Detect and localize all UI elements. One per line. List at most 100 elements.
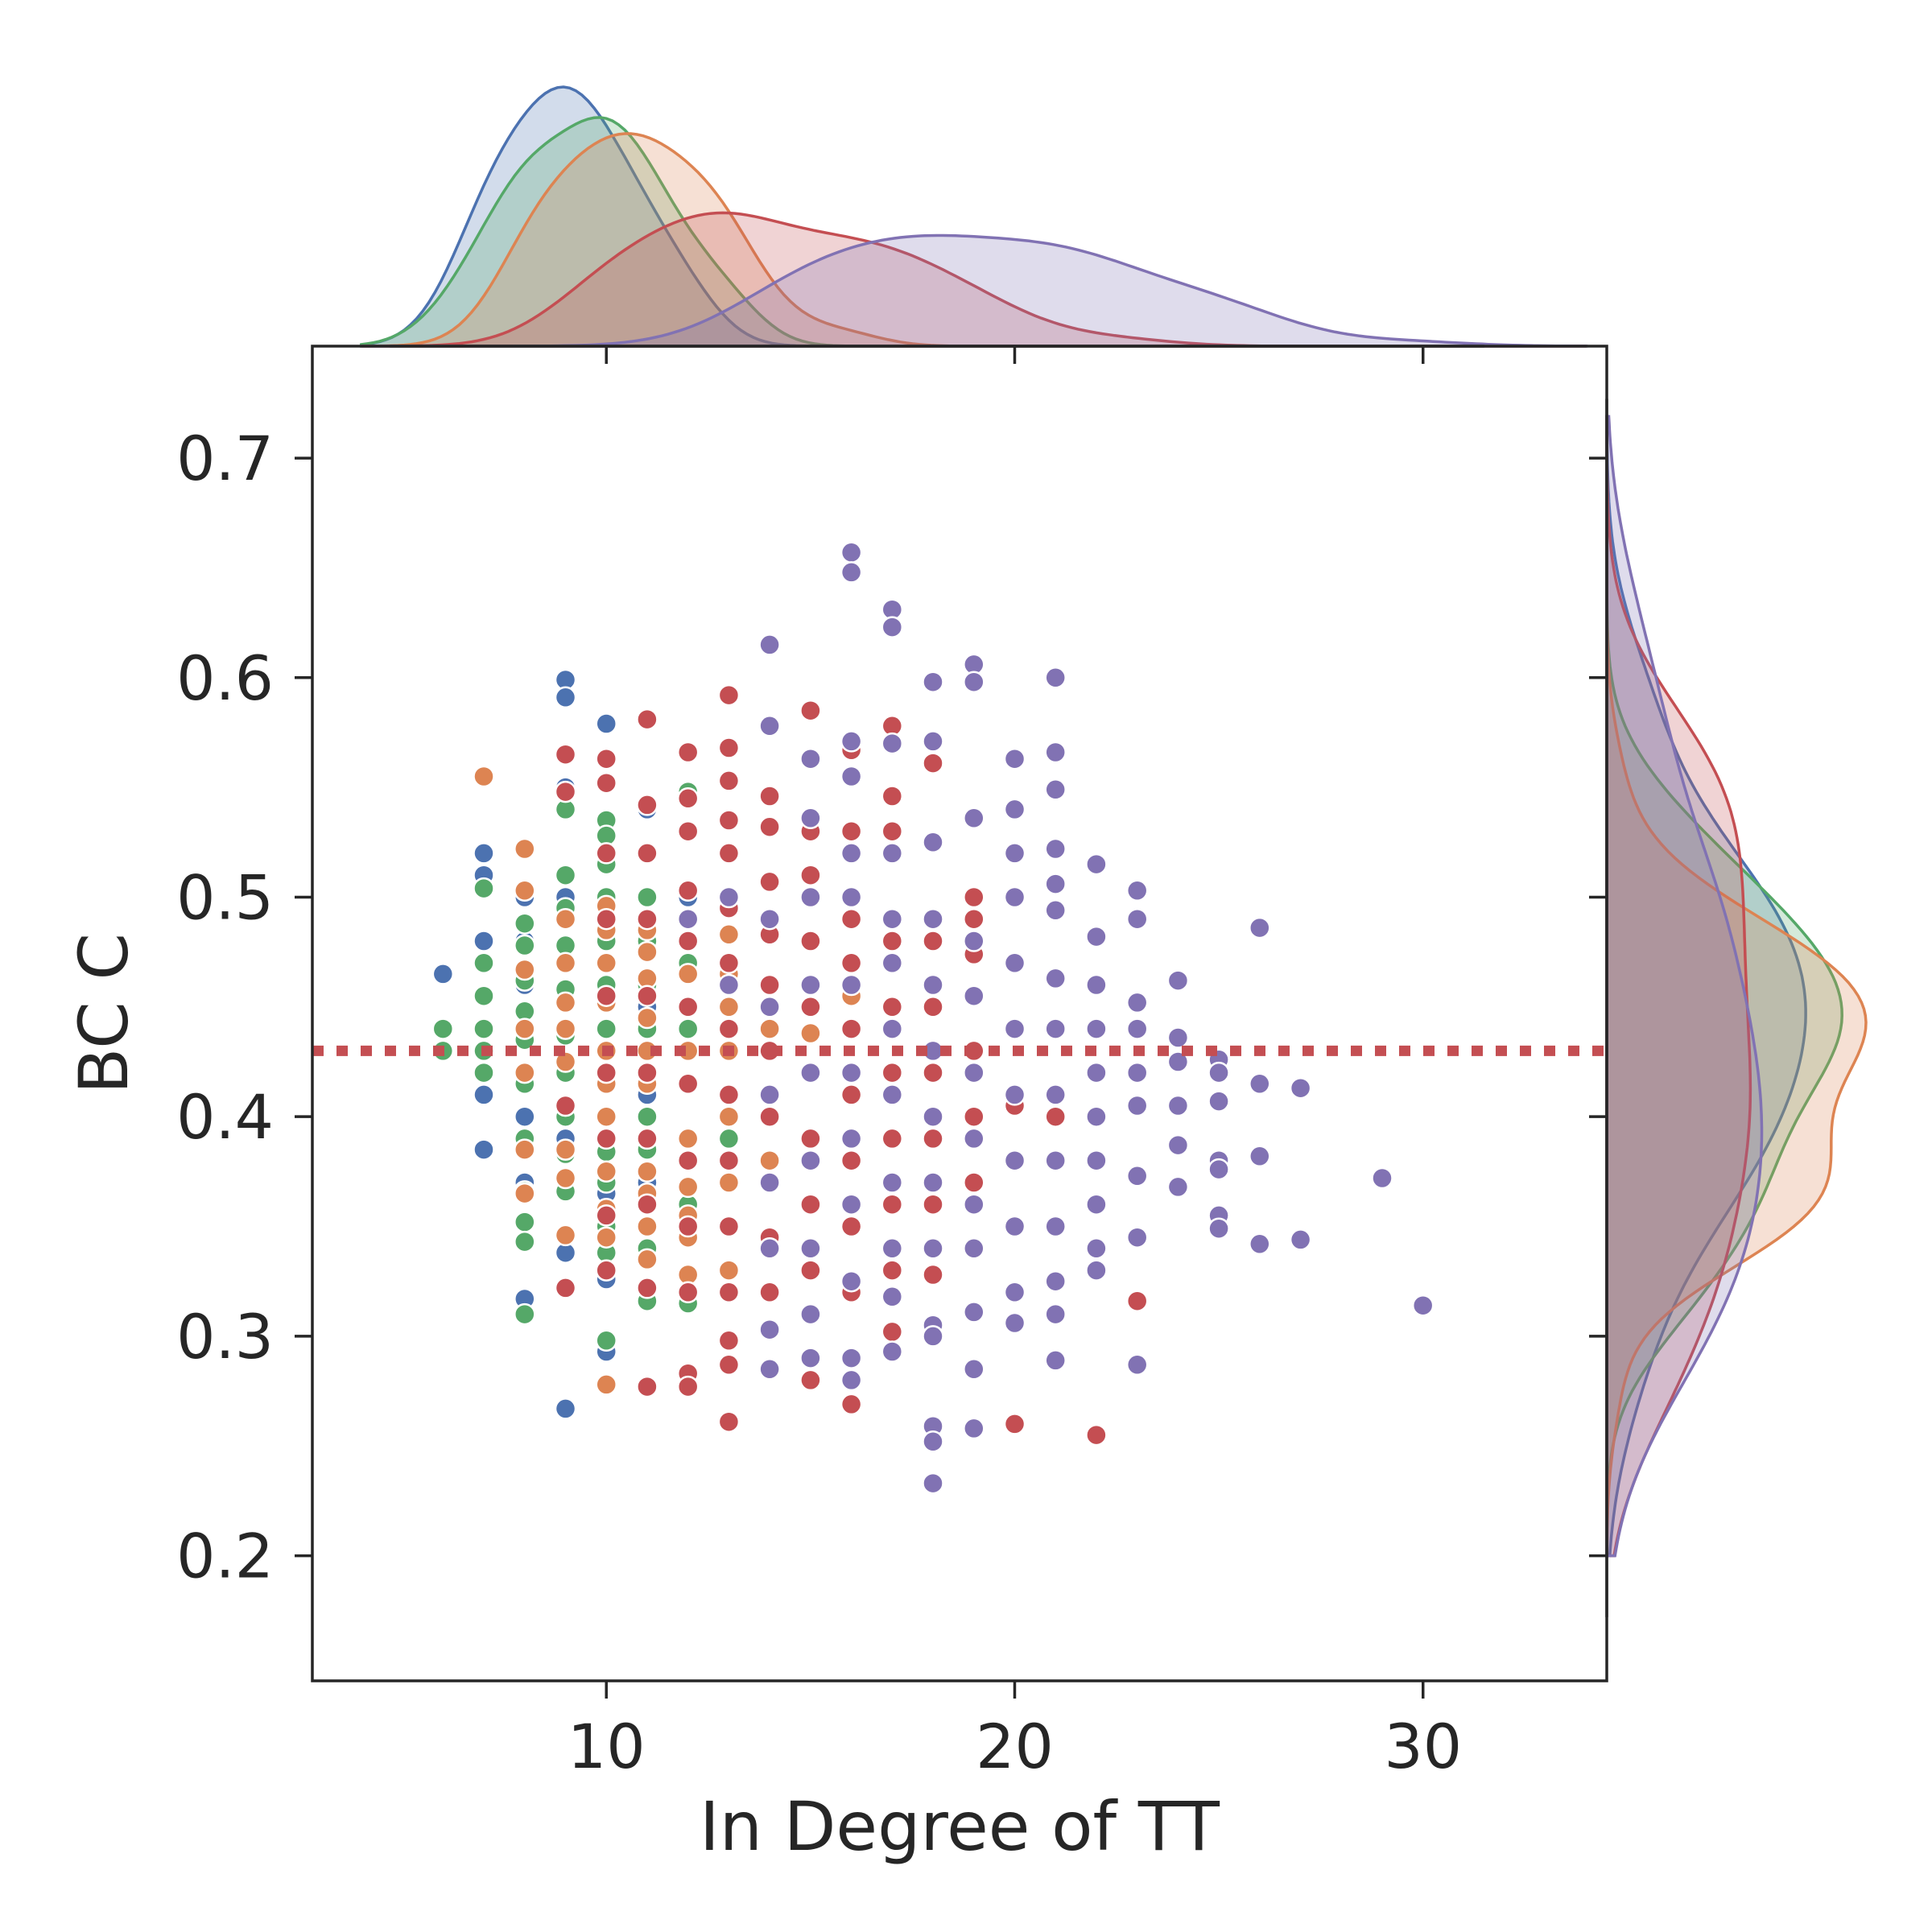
scatter-point (922, 1237, 944, 1260)
y-tick-label: 0.5 (176, 861, 274, 933)
scatter-point (963, 1237, 985, 1260)
scatter-point (881, 1193, 904, 1216)
scatter-point (554, 991, 577, 1014)
scatter-point (473, 877, 495, 900)
scatter-point (922, 730, 944, 753)
scatter-point (1003, 1215, 1026, 1238)
scatter-point (676, 741, 700, 764)
scatter-point (554, 743, 577, 766)
scatter-point (1208, 1061, 1230, 1084)
scatter-point (636, 1375, 658, 1398)
scatter-point (554, 686, 577, 709)
scatter-point (799, 1193, 822, 1216)
scatter-point (473, 842, 495, 865)
scatter-point (1003, 1018, 1026, 1040)
scatter-point (1003, 1281, 1026, 1304)
scatter-point (717, 737, 741, 759)
scatter-point (840, 1368, 863, 1392)
scatter-point (881, 785, 904, 807)
scatter-point (1044, 1215, 1067, 1238)
scatter-point (1125, 1094, 1149, 1117)
scatter-point (514, 1211, 536, 1233)
scatter-point (717, 1018, 741, 1040)
scatter-point (1249, 1145, 1271, 1168)
scatter-point (676, 1281, 700, 1304)
scatter-point (922, 831, 944, 854)
scatter-point (717, 1084, 741, 1106)
scatter-point (514, 1230, 536, 1253)
scatter-point (840, 730, 863, 753)
scatter-point (963, 807, 985, 830)
scatter-point (473, 952, 495, 975)
scatter-point (1003, 952, 1026, 975)
scatter-point (1003, 886, 1026, 909)
scatter-point (595, 1329, 617, 1352)
scatter-point (636, 907, 658, 931)
x-tick-label: 30 (1384, 1711, 1462, 1782)
scatter-point (717, 1353, 741, 1377)
scatter-point (676, 1018, 700, 1040)
y-tick-label: 0.6 (176, 642, 274, 714)
scatter-point (676, 963, 700, 985)
scatter-point (1044, 741, 1067, 764)
scatter-point (881, 1127, 904, 1150)
scatter-point (473, 930, 495, 952)
scatter-point (676, 787, 700, 810)
scatter-point (514, 837, 536, 861)
scatter-point (840, 1127, 863, 1150)
scatter-point (717, 952, 741, 975)
scatter-point (1044, 873, 1067, 895)
scatter-point (1085, 1259, 1108, 1282)
scatter-point (636, 886, 658, 909)
scatter-point (840, 1149, 863, 1172)
plot-frame (311, 345, 1608, 1682)
scatter-point (1085, 1018, 1108, 1040)
scatter-point (963, 985, 985, 1007)
y-axis-label: BC C (64, 933, 143, 1094)
y-tick-label: 0.7 (176, 423, 274, 494)
scatter-point (799, 699, 822, 722)
scatter-point (717, 1215, 741, 1238)
scatter-point (676, 879, 700, 902)
scatter-point (799, 1127, 822, 1150)
scatter-point (881, 952, 904, 975)
scatter-point (554, 1277, 577, 1299)
scatter-point (676, 1149, 700, 1172)
scatter-point (676, 1127, 700, 1150)
scatter-point (799, 1302, 822, 1326)
scatter-point (1085, 1193, 1108, 1216)
scatter-point (1208, 1090, 1230, 1113)
scatter-point (1289, 1228, 1312, 1251)
scatter-point (840, 541, 863, 564)
scatter-point (840, 842, 863, 865)
scatter-point (758, 715, 781, 737)
scatter-point (922, 973, 944, 997)
scatter-point (514, 1302, 536, 1326)
scatter-point (636, 842, 658, 865)
y-tick-label: 0.2 (176, 1521, 274, 1592)
scatter-point (840, 1061, 863, 1084)
scatter-point (922, 1193, 944, 1216)
scatter-point (1249, 916, 1271, 939)
scatter-point (554, 1138, 577, 1161)
scatter-point (799, 807, 822, 830)
scatter-point (758, 1171, 781, 1194)
scatter-point (595, 985, 617, 1007)
scatter-point (881, 1061, 904, 1084)
scatter-point (1249, 1232, 1271, 1256)
scatter-point (963, 907, 985, 931)
scatter-point (595, 952, 617, 975)
scatter-point (922, 752, 944, 774)
scatter-point (840, 1347, 863, 1369)
scatter-point (595, 1160, 617, 1183)
scatter-point (1085, 1105, 1108, 1128)
scatter-point (636, 1248, 658, 1271)
scatter-point (717, 1329, 741, 1352)
scatter-point (717, 923, 741, 946)
scatter-point (922, 1263, 944, 1286)
scatter-point (717, 1410, 741, 1433)
right-marginal-axis (390, 345, 1608, 1617)
scatter-point (799, 973, 822, 997)
scatter-point (1085, 973, 1108, 997)
